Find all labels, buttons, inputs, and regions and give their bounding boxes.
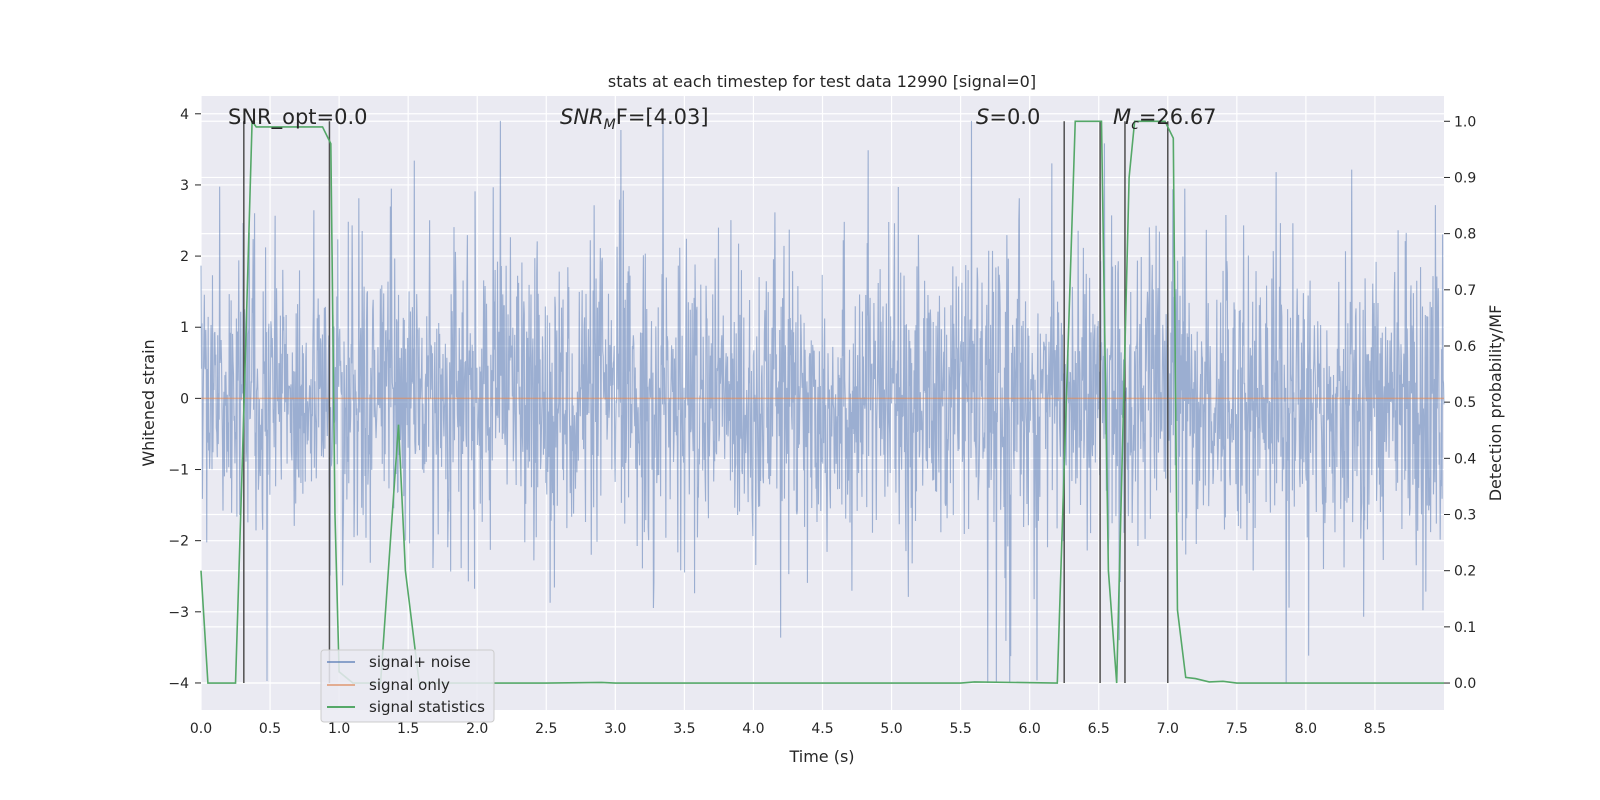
y-right-tick-label: 0.0 [1454,676,1476,692]
x-tick-label: 0.5 [259,721,281,737]
signal-plus-noise-series [200,120,1445,683]
x-axis-label: Time (s) [788,747,854,766]
signal-plus-noise-trace [200,120,1445,683]
x-tick-label: 6.5 [1088,721,1110,737]
x-tick-label: 3.5 [673,721,695,737]
x-tick-labels: 0.0 0.5 1.0 1.5 2.0 2.5 3.0 3.5 4.0 4.5 5.0 5.5 6.0 6… [190,721,1386,737]
y-right-tick-label: 0.7 [1454,283,1476,299]
annotation-snr-opt: SNR_opt=0.0 [228,105,368,130]
x-tick-label: 8.5 [1364,721,1386,737]
y-left-tick-label: −4 [168,676,189,692]
x-tick-label: 2.0 [466,721,488,737]
y-left-tick-label: −1 [168,463,189,479]
chart-title: stats at each timestep for test data 129… [608,72,1036,91]
x-tick-label: 7.5 [1226,721,1248,737]
y-right-tick-label: 0.3 [1454,508,1476,524]
x-tick-label: 7.0 [1157,721,1179,737]
y-right-tick-labels: 1.0 0.9 0.8 0.7 0.6 0.5 0.4 0.3 0.2 0.1 0.0 [1454,114,1476,692]
y-left-tick-labels: 4 3 2 1 0 −1 −2 −3 −4 [168,107,189,692]
x-tick-label: 5.5 [949,721,971,737]
y-right-tick-label: 0.9 [1454,170,1476,186]
legend: signal+ noise signal only signal statist… [320,649,495,723]
x-tick-label: 0.0 [190,721,212,737]
x-tick-label: 8.0 [1295,721,1317,737]
y-left-tick-label: 2 [180,249,189,265]
y-left-tick-label: 0 [180,391,189,407]
signal-statistics-line [200,118,1444,684]
x-tick-label: 1.0 [328,721,350,737]
y-right-tick-label: 0.5 [1454,395,1476,411]
legend-label-signal-plus-noise: signal+ noise [369,653,471,671]
y-axis-label-left: Whitened strain [139,339,158,466]
x-tick-label: 4.5 [811,721,833,737]
x-tick-label: 3.0 [604,721,626,737]
y-right-tick-label: 0.4 [1454,451,1476,467]
y-right-tick-label: 0.2 [1454,564,1476,580]
y-right-tick-label: 1.0 [1454,114,1476,130]
annotation-snr-mf: SNRMF=[4.03] [560,105,709,133]
annotation-s: S=0.0 [976,105,1040,129]
y-left-tick-label: −3 [168,605,189,621]
y-left-tick-label: 3 [180,178,189,194]
annotation-mc: Mc=26.67 [1113,105,1217,133]
x-tick-label: 5.0 [880,721,902,737]
y-right-tick-label: 0.8 [1454,227,1476,243]
legend-label-signal-only: signal only [369,676,450,694]
y-left-tick-label: 4 [180,107,189,123]
y-right-tick-label: 0.6 [1454,339,1476,355]
x-tick-label: 6.0 [1019,721,1041,737]
y-right-tick-label: 0.1 [1454,620,1476,636]
x-tick-label: 1.5 [397,721,419,737]
legend-box [320,649,495,723]
vertical-markers [243,121,1169,684]
x-tick-label: 4.0 [742,721,764,737]
y-left-tick-label: −2 [168,534,189,550]
x-tick-label: 2.5 [535,721,557,737]
y-axis-label-right: Detection probability/MF [1486,305,1505,502]
y-left-tick-label: 1 [180,320,189,336]
legend-label-signal-statistics: signal statistics [369,698,485,716]
